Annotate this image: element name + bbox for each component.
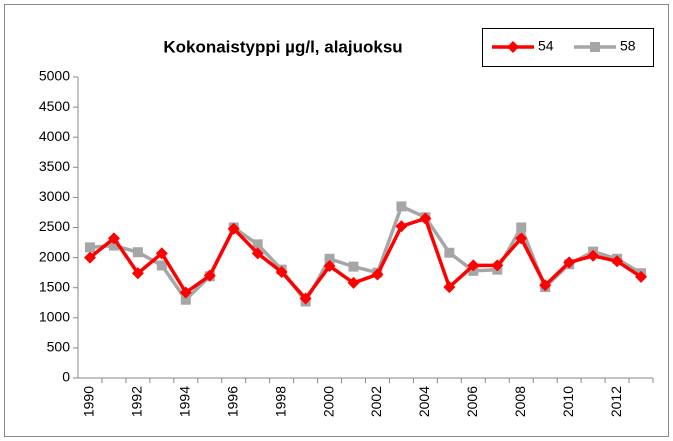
- x-tick-label: 2002: [368, 386, 384, 417]
- y-tick-label: 0: [62, 369, 70, 385]
- data-point: [132, 247, 143, 258]
- y-tick-label: 500: [47, 339, 71, 355]
- y-tick-label: 3000: [39, 188, 70, 204]
- data-point: [131, 267, 144, 280]
- y-tick-label: 4000: [39, 128, 70, 144]
- data-point: [347, 276, 360, 289]
- data-point: [539, 279, 552, 292]
- x-tick-label: 2008: [512, 386, 528, 417]
- data-point: [467, 259, 480, 272]
- data-point: [155, 247, 168, 260]
- data-point: [227, 222, 240, 235]
- data-point: [84, 242, 95, 253]
- legend-label: 58: [620, 38, 636, 54]
- data-point: [516, 222, 527, 233]
- x-tick-label: 2012: [608, 386, 624, 417]
- data-point: [396, 201, 407, 212]
- data-point: [371, 268, 384, 281]
- data-point: [156, 260, 167, 271]
- data-point: [587, 249, 600, 262]
- x-tick-label: 2010: [560, 386, 576, 417]
- data-point: [83, 251, 96, 264]
- y-tick-label: 1000: [39, 309, 70, 325]
- data-point: [108, 240, 119, 251]
- data-point: [563, 256, 576, 269]
- y-tick-label: 5000: [39, 68, 70, 84]
- legend-marker: [507, 41, 519, 53]
- legend-marker: [590, 42, 600, 52]
- data-point: [515, 232, 528, 245]
- x-tick-label: 1996: [224, 386, 240, 417]
- series-line: [88, 216, 642, 302]
- data-point: [635, 270, 648, 283]
- x-tick-label: 1992: [129, 386, 145, 417]
- data-point: [299, 292, 312, 305]
- data-point: [252, 239, 263, 250]
- data-point: [491, 259, 504, 272]
- data-point: [107, 232, 120, 245]
- data-point: [180, 294, 191, 305]
- y-tick-label: 3500: [39, 158, 70, 174]
- x-tick-label: 1998: [272, 386, 288, 417]
- x-tick-label: 1990: [81, 386, 97, 417]
- chart-title: Kokonaistyppi µg/l, alajuoksu: [163, 37, 402, 56]
- data-point: [395, 220, 408, 233]
- data-point: [419, 212, 432, 225]
- y-tick-label: 1500: [39, 278, 70, 294]
- data-point: [444, 247, 455, 258]
- x-tick-label: 2006: [464, 386, 480, 417]
- data-point: [251, 247, 264, 260]
- y-tick-label: 4500: [39, 98, 70, 114]
- data-point: [611, 255, 624, 268]
- chart-border: [4, 4, 669, 437]
- data-point: [203, 269, 216, 282]
- data-point: [179, 286, 192, 299]
- data-point: [324, 253, 335, 264]
- y-tick-label: 2000: [39, 248, 70, 264]
- legend-label: 54: [538, 38, 554, 54]
- data-point: [443, 281, 456, 294]
- data-point: [323, 260, 336, 273]
- data-point: [348, 261, 359, 272]
- x-tick-label: 2000: [320, 386, 336, 417]
- x-tick-label: 1994: [177, 386, 193, 417]
- x-tick-label: 2004: [416, 386, 432, 417]
- y-tick-label: 2500: [39, 218, 70, 234]
- data-point: [275, 266, 288, 279]
